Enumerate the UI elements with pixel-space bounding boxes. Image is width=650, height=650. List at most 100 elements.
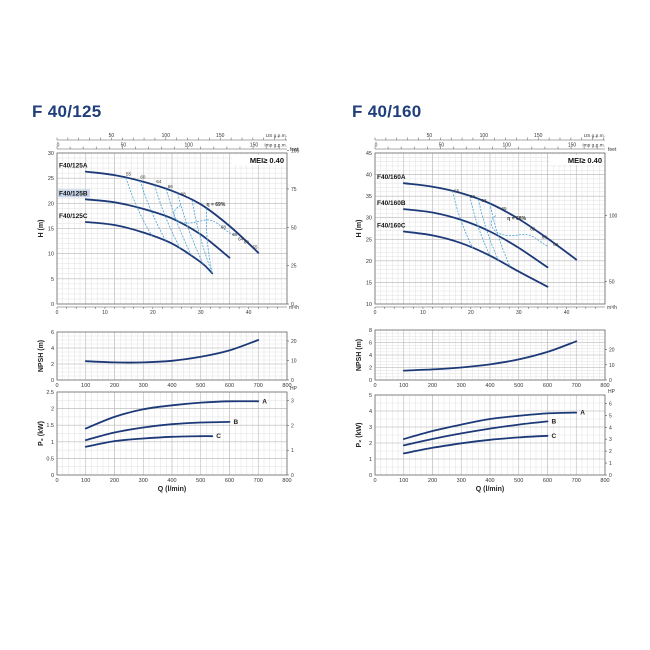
y-axis-label: NPSH (m)	[356, 339, 363, 371]
x-tick-label: 500	[196, 478, 205, 484]
series-line-a	[84, 400, 260, 430]
right-axis-unit: HP	[608, 389, 616, 395]
plot-frame	[56, 391, 288, 476]
efficiency-label: 65	[502, 206, 508, 211]
imp-gpm-tick-label: 0	[57, 143, 60, 149]
series-line-c	[402, 434, 549, 455]
x-tick-label: 100	[81, 383, 90, 389]
series-name-label: F40/160C	[377, 223, 406, 230]
x-tick-label: 400	[485, 383, 494, 389]
us-gpm-tick-label: 100	[162, 133, 171, 139]
x-tick-label: 600	[543, 383, 552, 389]
y-tick-label: 4	[369, 409, 372, 415]
mei-label: MEI≥ 0.40	[250, 156, 284, 165]
m3h-tick-label: 30	[516, 310, 522, 316]
imp-gpm-tick-label: 100	[503, 143, 512, 149]
m3h-tick-label: 20	[468, 310, 474, 316]
efficiency-label: 60	[140, 175, 146, 180]
series-name-label: F40/125A	[59, 163, 88, 170]
y-tick-label: 4	[369, 353, 372, 359]
x-tick-label: 600	[225, 383, 234, 389]
y-tick-label: 8	[369, 328, 372, 334]
m3h-tick-label: 20	[150, 310, 156, 316]
x-tick-label: 300	[139, 478, 148, 484]
x-tick-label: 100	[399, 383, 408, 389]
x-tick-label: 200	[428, 478, 437, 484]
y-tick-label: 4	[51, 346, 54, 352]
right-tick-label: 0	[291, 473, 294, 479]
right-tick-label: 0	[609, 378, 612, 384]
x-tick-label: 300	[457, 478, 466, 484]
series-end-label: B	[552, 418, 557, 425]
x-tick-label: 700	[254, 478, 263, 484]
efficiency-isoline	[125, 177, 153, 237]
efficiency-label: 64	[238, 237, 244, 242]
y-tick-label: 2	[369, 366, 372, 372]
y-tick-label: 2	[51, 407, 54, 413]
y-axis-label: P₂ (kW)	[356, 423, 363, 448]
x-axis-label: Q (l/min)	[158, 486, 186, 493]
series-end-label: A	[262, 398, 267, 405]
plot-frame	[56, 152, 288, 305]
y-tick-label: 30	[48, 151, 54, 157]
series-name-label: F40/125C	[59, 213, 88, 220]
x-tick-label: 100	[399, 478, 408, 484]
y-tick-label: 1	[51, 440, 54, 446]
m3h-unit: m³/h	[607, 305, 617, 311]
x-tick-label: 700	[572, 383, 581, 389]
series-name-label: F40/125B	[59, 190, 88, 197]
chart-title-right: F 40/160	[352, 102, 422, 121]
y-tick-label: 0.5	[46, 456, 54, 462]
x-tick-label: 800	[282, 383, 291, 389]
x-tick-label: 800	[600, 383, 609, 389]
efficiency-isoline	[469, 196, 491, 256]
efficiency-label: 65	[530, 227, 536, 232]
m3h-tick-label: 40	[246, 310, 252, 316]
us-gpm-tick-label: 150	[216, 133, 225, 139]
imp-gpm-tick-label: 150	[250, 143, 259, 149]
efficiency-isoline	[139, 180, 167, 242]
right-tick-label: 10	[609, 363, 615, 369]
series-line-npsh	[84, 339, 260, 364]
plot-frame	[374, 394, 606, 476]
y-axis-label: H (m)	[38, 220, 45, 238]
right-tick-label: 5	[609, 413, 612, 419]
x-tick-label: 0	[373, 478, 376, 484]
plot-frame	[374, 152, 606, 305]
x-tick-label: 0	[55, 383, 58, 389]
y-tick-label: 0	[51, 473, 54, 479]
mei-badge-bg	[550, 155, 603, 165]
right-tick-label: 20	[291, 339, 297, 345]
series-label-badge	[58, 189, 90, 198]
y-axis-label: H (m)	[356, 220, 363, 238]
right-tick-label: 0	[291, 378, 294, 384]
series-line-a	[402, 411, 578, 440]
x-tick-label: 600	[543, 478, 552, 484]
y-tick-label: 6	[51, 330, 54, 336]
power-panel: 0 1 2 3 4 5 0 1 2 3 4 5 6 HP P₂ (kW) 0 100 200 300 400 500 60…	[356, 389, 616, 484]
efficiency-label: 63	[481, 198, 487, 203]
imp-gpm-unit: Imp g.p.m.	[264, 143, 287, 149]
right-tick-label: 2	[291, 423, 294, 429]
series-name-label: F40/160B	[377, 200, 406, 207]
efficiency-label: 66	[168, 184, 174, 189]
y-axis-label: P₂ (kW)	[38, 421, 45, 446]
y-tick-label: 5	[369, 393, 372, 399]
efficiency-label: 55	[126, 172, 132, 177]
y-tick-label: 20	[366, 259, 372, 265]
right-tick-label: 2	[609, 449, 612, 455]
y-axis-label: NPSH (m)	[38, 340, 45, 372]
y-tick-label: 0	[51, 302, 54, 308]
efficiency-label: η = 69%	[207, 202, 226, 208]
efficiency-isoline	[154, 185, 181, 250]
x-tick-label: 600	[225, 478, 234, 484]
right-axis-unit: feet	[290, 147, 299, 153]
us-gpm-tick-label: 100	[480, 133, 489, 139]
npsh-panel: 0 2 4 6 8 0 10 20 NPSH (m) 0 100 200 300 400 500 600 700…	[356, 328, 615, 389]
x-tick-label: 400	[167, 478, 176, 484]
us-gpm-tick-label: 50	[109, 133, 115, 139]
right-tick-label: 50	[609, 279, 615, 285]
imp-gpm-tick-label: 0	[375, 143, 378, 149]
efficiency-isoline	[489, 203, 511, 268]
